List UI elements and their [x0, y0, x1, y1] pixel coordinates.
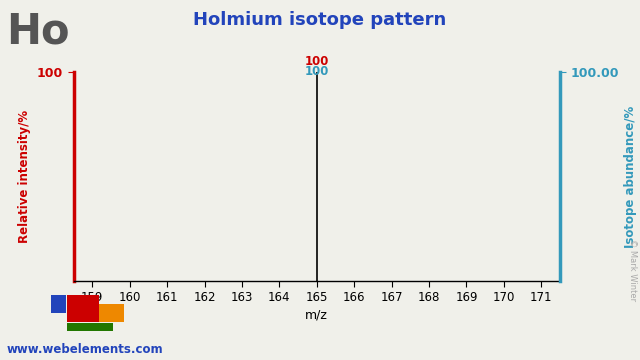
- Text: Holmium isotope pattern: Holmium isotope pattern: [193, 11, 447, 29]
- Y-axis label: Relative intensity/%: Relative intensity/%: [19, 110, 31, 243]
- Bar: [51, 295, 66, 313]
- Text: 100: 100: [305, 55, 329, 68]
- Y-axis label: Isotope abundance/%: Isotope abundance/%: [625, 105, 637, 248]
- X-axis label: m/z: m/z: [305, 309, 328, 321]
- Text: 100: 100: [305, 65, 329, 78]
- Bar: [67, 295, 99, 322]
- Text: © Mark Winter: © Mark Winter: [628, 239, 637, 301]
- Text: Ho: Ho: [6, 11, 70, 53]
- Bar: [67, 323, 113, 331]
- Text: www.webelements.com: www.webelements.com: [6, 343, 163, 356]
- Bar: [99, 304, 124, 322]
